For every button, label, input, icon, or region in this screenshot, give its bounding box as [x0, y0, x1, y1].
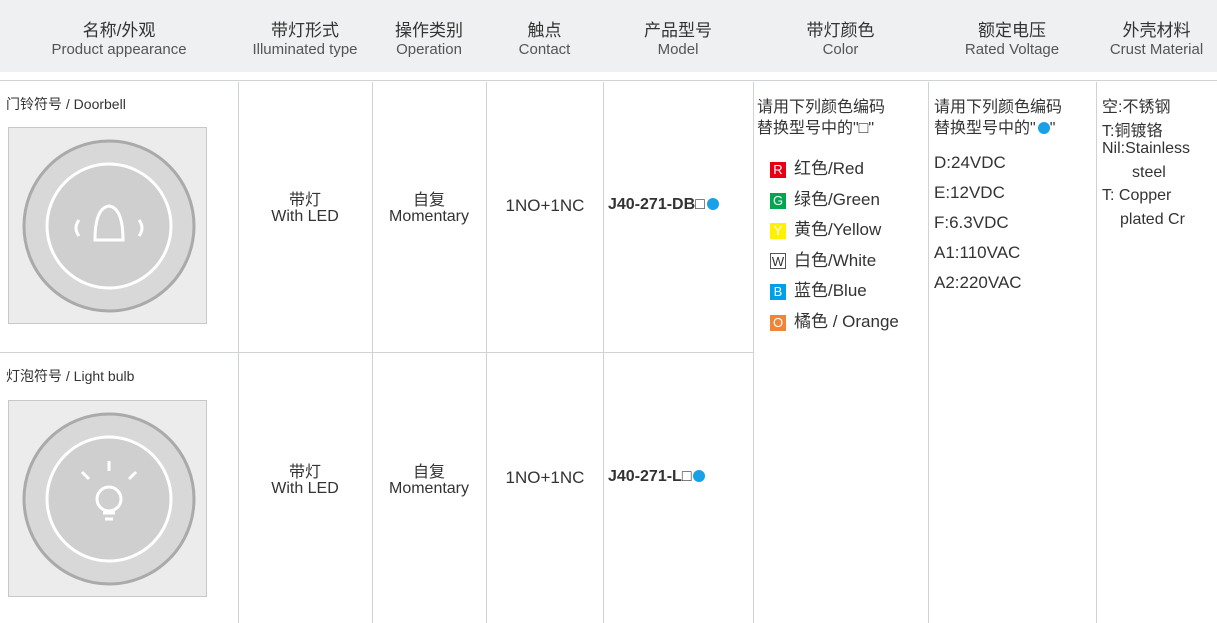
color-swatch: R — [770, 162, 786, 178]
header-en: Color — [822, 41, 859, 58]
product-image — [8, 127, 207, 324]
header-zh: 额定电压 — [978, 21, 1046, 40]
column-rule — [753, 82, 754, 623]
voltage-note: 请用下列颜色编码 — [934, 93, 1062, 117]
header-en: Rated Voltage — [964, 41, 1060, 58]
header-band — [0, 0, 1217, 72]
header-en: Model — [657, 41, 699, 58]
voltage-option: A2:220VAC — [934, 273, 1022, 292]
crust-line: 空:不锈钢 — [1102, 99, 1171, 116]
header-en: Contact — [518, 41, 571, 58]
op-zh: 自复 — [412, 464, 446, 481]
type-zh: 带灯 — [288, 192, 322, 209]
color-swatch: W — [770, 252, 786, 269]
model-code: J40-271-L□ — [608, 468, 692, 485]
color-swatch: B — [770, 284, 786, 301]
bulb-icon — [22, 412, 196, 586]
header-zh: 外壳材料 — [1122, 21, 1191, 40]
header-zh: 名称/外观 — [82, 21, 156, 40]
color-label: 橘色 / Orange — [794, 312, 899, 331]
color-label: 黄色/Yellow — [794, 220, 882, 240]
placeholder-dot — [693, 470, 706, 482]
color-label: 蓝色/Blue — [794, 281, 867, 301]
crust-line: Nil:Stainless — [1102, 140, 1191, 157]
color-label: 绿色/Green — [794, 189, 880, 209]
crust-line: T: Copper — [1102, 187, 1172, 204]
color-option: B 蓝色/Blue — [770, 276, 867, 301]
row-rule — [0, 352, 753, 353]
color-option: G 绿色/Green — [770, 185, 880, 210]
crust-line: plated Cr — [1120, 210, 1185, 228]
column-rule — [1096, 82, 1097, 623]
header-zh: 产品型号 — [644, 21, 712, 40]
column-rule — [238, 82, 239, 623]
model: J40-271-DB□ — [608, 196, 719, 214]
crust-line: T:铜镀铬 — [1102, 122, 1163, 140]
header-rule — [0, 80, 1217, 81]
color-option: Y 黄色/Yellow — [770, 215, 881, 240]
color-note: 替换型号中的"□" — [757, 120, 875, 137]
voltage-option: E:12VDC — [934, 183, 1005, 202]
contact: 1NO+1NC — [505, 468, 585, 487]
op-en: Momentary — [388, 480, 470, 497]
type-en: With LED — [271, 208, 339, 225]
type-en: With LED — [271, 480, 339, 497]
color-swatch: G — [770, 192, 786, 209]
column-rule — [486, 82, 487, 623]
color-note: 请用下列颜色编码 — [757, 99, 886, 116]
voltage-option: A1:110VAC — [934, 243, 1021, 262]
header-zh: 触点 — [527, 21, 562, 40]
model-code: J40-271-DB□ — [608, 196, 705, 213]
voltage-note-close: " — [1049, 120, 1056, 137]
voltage-note-text: 替换型号中的" — [934, 120, 1036, 137]
header-en: Crust Material — [1109, 41, 1204, 58]
header-zh: 操作类别 — [395, 21, 463, 40]
crust-line: steel — [1132, 163, 1166, 181]
type-zh: 带灯 — [288, 464, 322, 481]
placeholder-dot — [706, 198, 719, 210]
product-name: 门铃符号 / Doorbell — [6, 96, 126, 112]
color-label: 白色/White — [794, 250, 877, 270]
product-name: 灯泡符号 / Light bulb — [6, 368, 135, 384]
header-en: Illuminated type — [252, 41, 358, 58]
header-en: Product appearance — [51, 41, 187, 58]
color-label: 红色/Red — [794, 159, 864, 178]
contact: 1NO+1NC — [505, 196, 585, 215]
header-en: Operation — [396, 41, 462, 58]
color-option: O 橘色 / Orange — [770, 307, 899, 332]
color-swatch: O — [770, 315, 786, 331]
column-rule — [928, 82, 929, 623]
op-en: Momentary — [388, 208, 470, 225]
voltage-option: D:24VDC — [934, 153, 1006, 172]
product-image — [8, 400, 207, 597]
color-option: R 红色/Red — [770, 154, 864, 179]
voltage-option: F:6.3VDC — [934, 213, 1009, 232]
column-rule — [372, 82, 373, 623]
placeholder-dot — [1037, 122, 1050, 134]
op-zh: 自复 — [412, 192, 446, 209]
column-rule — [603, 82, 604, 623]
header-zh: 带灯颜色 — [806, 21, 875, 40]
header-zh: 带灯形式 — [271, 21, 339, 40]
model: J40-271-L□ — [608, 468, 706, 486]
voltage-note: 替换型号中的" " — [934, 114, 1055, 138]
doorbell-icon — [22, 139, 196, 313]
color-swatch: Y — [770, 223, 786, 240]
voltage-note-text: 请用下列颜色编码 — [934, 99, 1063, 116]
color-option: W 白色/White — [770, 246, 876, 271]
